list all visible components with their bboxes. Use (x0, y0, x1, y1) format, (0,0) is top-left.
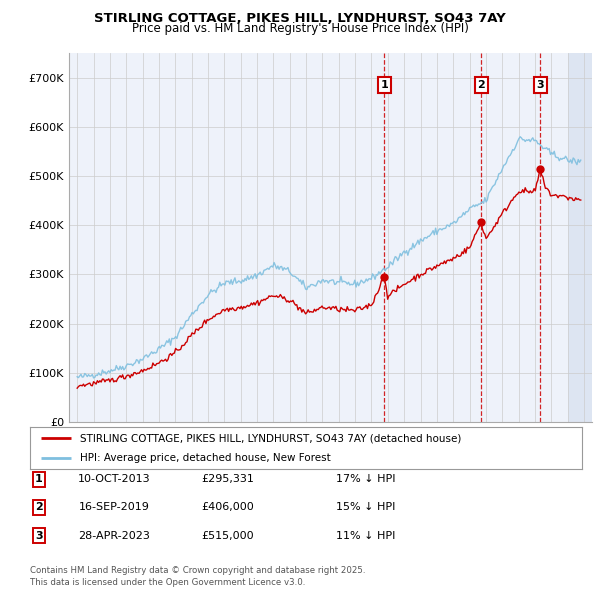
Text: 17% ↓ HPI: 17% ↓ HPI (336, 474, 395, 484)
Text: 11% ↓ HPI: 11% ↓ HPI (336, 531, 395, 540)
Text: HPI: Average price, detached house, New Forest: HPI: Average price, detached house, New … (80, 453, 331, 463)
Bar (568, 53, 592, 422)
Text: STIRLING COTTAGE, PIKES HILL, LYNDHURST, SO43 7AY (detached house): STIRLING COTTAGE, PIKES HILL, LYNDHURST,… (80, 434, 461, 444)
Text: 1: 1 (35, 474, 43, 484)
Text: Price paid vs. HM Land Registry's House Price Index (HPI): Price paid vs. HM Land Registry's House … (131, 22, 469, 35)
Text: 1: 1 (380, 80, 388, 90)
Text: £295,331: £295,331 (202, 474, 254, 484)
Text: 15% ↓ HPI: 15% ↓ HPI (336, 503, 395, 512)
Text: 16-SEP-2019: 16-SEP-2019 (79, 503, 149, 512)
Text: STIRLING COTTAGE, PIKES HILL, LYNDHURST, SO43 7AY: STIRLING COTTAGE, PIKES HILL, LYNDHURST,… (94, 12, 506, 25)
Text: £406,000: £406,000 (202, 503, 254, 512)
Text: 3: 3 (35, 531, 43, 540)
Text: 28-APR-2023: 28-APR-2023 (78, 531, 150, 540)
Text: £515,000: £515,000 (202, 531, 254, 540)
Text: 10-OCT-2013: 10-OCT-2013 (77, 474, 151, 484)
Text: Contains HM Land Registry data © Crown copyright and database right 2025.
This d: Contains HM Land Registry data © Crown c… (30, 566, 365, 587)
Text: 2: 2 (478, 80, 485, 90)
Text: 2: 2 (35, 503, 43, 512)
Text: 3: 3 (536, 80, 544, 90)
